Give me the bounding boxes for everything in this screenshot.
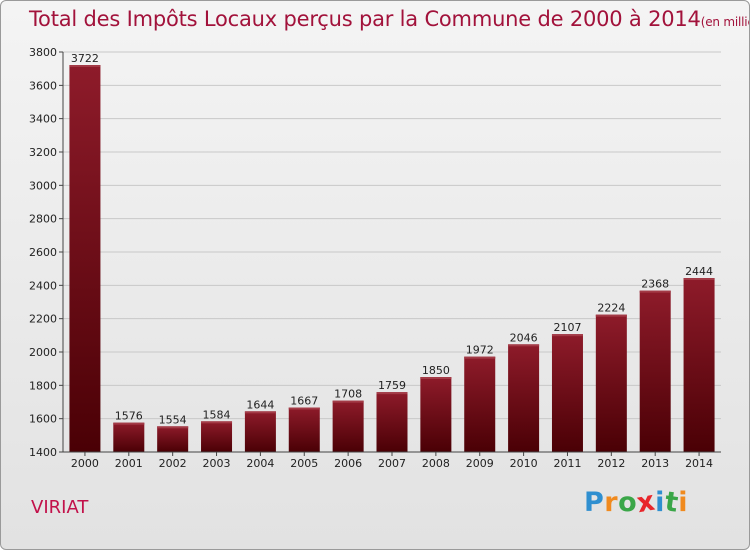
bar-2013 xyxy=(639,290,671,452)
bar-top-edge xyxy=(332,400,364,403)
bar-2012 xyxy=(595,314,627,452)
bar-2002 xyxy=(157,426,189,452)
data-label: 3722 xyxy=(71,52,99,65)
bar-2008 xyxy=(420,377,452,452)
data-label: 2107 xyxy=(553,321,581,334)
bar-2006 xyxy=(332,400,364,452)
bar-2010 xyxy=(508,344,540,452)
data-label: 1584 xyxy=(203,408,231,421)
bar-top-edge xyxy=(69,65,101,67)
bar-2001 xyxy=(113,422,145,452)
bar-top-edge xyxy=(683,278,715,280)
bar-top-edge xyxy=(464,356,496,359)
bar-2014 xyxy=(683,278,715,452)
data-label: 1644 xyxy=(246,398,274,411)
x-tick-label: 2012 xyxy=(597,457,625,470)
y-tick-label: 1400 xyxy=(29,446,57,459)
y-tick-label: 2000 xyxy=(29,346,57,359)
logo-letter: r xyxy=(604,487,619,518)
y-axis-ticks: 1400 1600 1800 2000 2200 2400 2600 2800 3000 3200… xyxy=(29,46,63,459)
y-tick-label: 2600 xyxy=(29,246,57,259)
bars xyxy=(69,65,715,452)
logo-letter: i xyxy=(655,487,665,518)
bar-top-edge xyxy=(244,411,276,414)
bar-2009 xyxy=(464,356,496,452)
data-label: 1554 xyxy=(159,413,187,426)
proxiti-logo: Proxiti xyxy=(584,486,689,520)
bar-top-edge xyxy=(420,377,452,379)
bar-top-edge xyxy=(157,426,189,429)
data-label: 2444 xyxy=(685,265,713,278)
y-tick-label: 2800 xyxy=(29,213,57,226)
data-label: 1576 xyxy=(115,410,143,423)
data-label: 1850 xyxy=(422,364,450,377)
bar-top-edge xyxy=(551,334,583,337)
bar-top-edge xyxy=(595,314,627,317)
x-axis-ticks: 2000 2001 2002 2003 2004 2005 2006 2007 2008 2009… xyxy=(71,452,713,470)
bar-2004 xyxy=(244,411,276,452)
bar-2005 xyxy=(288,407,320,452)
x-tick-label: 2013 xyxy=(641,457,669,470)
axes xyxy=(62,52,721,453)
data-labels: 3722 1576 1554 1584 1644 1667 1708 1759 1850 1972… xyxy=(71,52,713,426)
y-tick-label: 1800 xyxy=(29,379,57,392)
x-tick-label: 2011 xyxy=(553,457,581,470)
data-label: 1759 xyxy=(378,379,406,392)
y-tick-label: 3600 xyxy=(29,79,57,92)
bar-top-edge xyxy=(113,422,145,425)
chart-title: Total des Impôts Locaux perçus par la Co… xyxy=(29,7,749,31)
bar-2000 xyxy=(69,65,101,452)
y-tick-label: 2400 xyxy=(29,279,57,292)
data-label: 1708 xyxy=(334,388,362,401)
x-tick-label: 2014 xyxy=(685,457,713,470)
x-tick-label: 2008 xyxy=(422,457,450,470)
bar-2003 xyxy=(201,421,233,452)
chart-title-text: Total des Impôts Locaux perçus par la Co… xyxy=(29,7,701,31)
y-tick-label: 2200 xyxy=(29,313,57,326)
logo-letter: o xyxy=(618,487,638,518)
data-label: 1972 xyxy=(466,344,494,357)
logo-letter: i xyxy=(678,487,689,518)
bar-2007 xyxy=(376,392,408,452)
bar-top-edge xyxy=(201,421,233,424)
commune-name: VIRIAT xyxy=(31,497,89,518)
bar-top-edge xyxy=(508,344,540,347)
x-tick-label: 2010 xyxy=(510,457,538,470)
logo-letter: P xyxy=(584,487,605,518)
y-tick-label: 3800 xyxy=(29,46,57,59)
x-tick-label: 2004 xyxy=(246,457,274,470)
bar-2011 xyxy=(551,334,583,452)
x-tick-label: 2001 xyxy=(115,457,143,470)
x-tick-label: 2006 xyxy=(334,457,362,470)
x-tick-label: 2009 xyxy=(466,457,494,470)
bar-top-edge xyxy=(376,392,408,395)
chart-title-unit: (en milliers d'€) xyxy=(700,15,749,29)
x-tick-label: 2005 xyxy=(290,457,318,470)
x-tick-label: 2007 xyxy=(378,457,406,470)
y-tick-label: 3000 xyxy=(29,179,57,192)
y-tick-label: 1600 xyxy=(29,413,57,426)
bar-top-edge xyxy=(639,290,671,293)
bar-top-edge xyxy=(288,407,320,410)
data-label: 2224 xyxy=(597,302,625,315)
data-label: 2368 xyxy=(641,278,669,291)
x-tick-label: 2002 xyxy=(159,457,187,470)
data-label: 1667 xyxy=(290,395,318,408)
y-tick-label: 3400 xyxy=(29,113,57,126)
x-tick-label: 2000 xyxy=(71,457,99,470)
data-label: 2046 xyxy=(510,331,538,344)
y-tick-label: 3200 xyxy=(29,146,57,159)
x-tick-label: 2003 xyxy=(203,457,231,470)
